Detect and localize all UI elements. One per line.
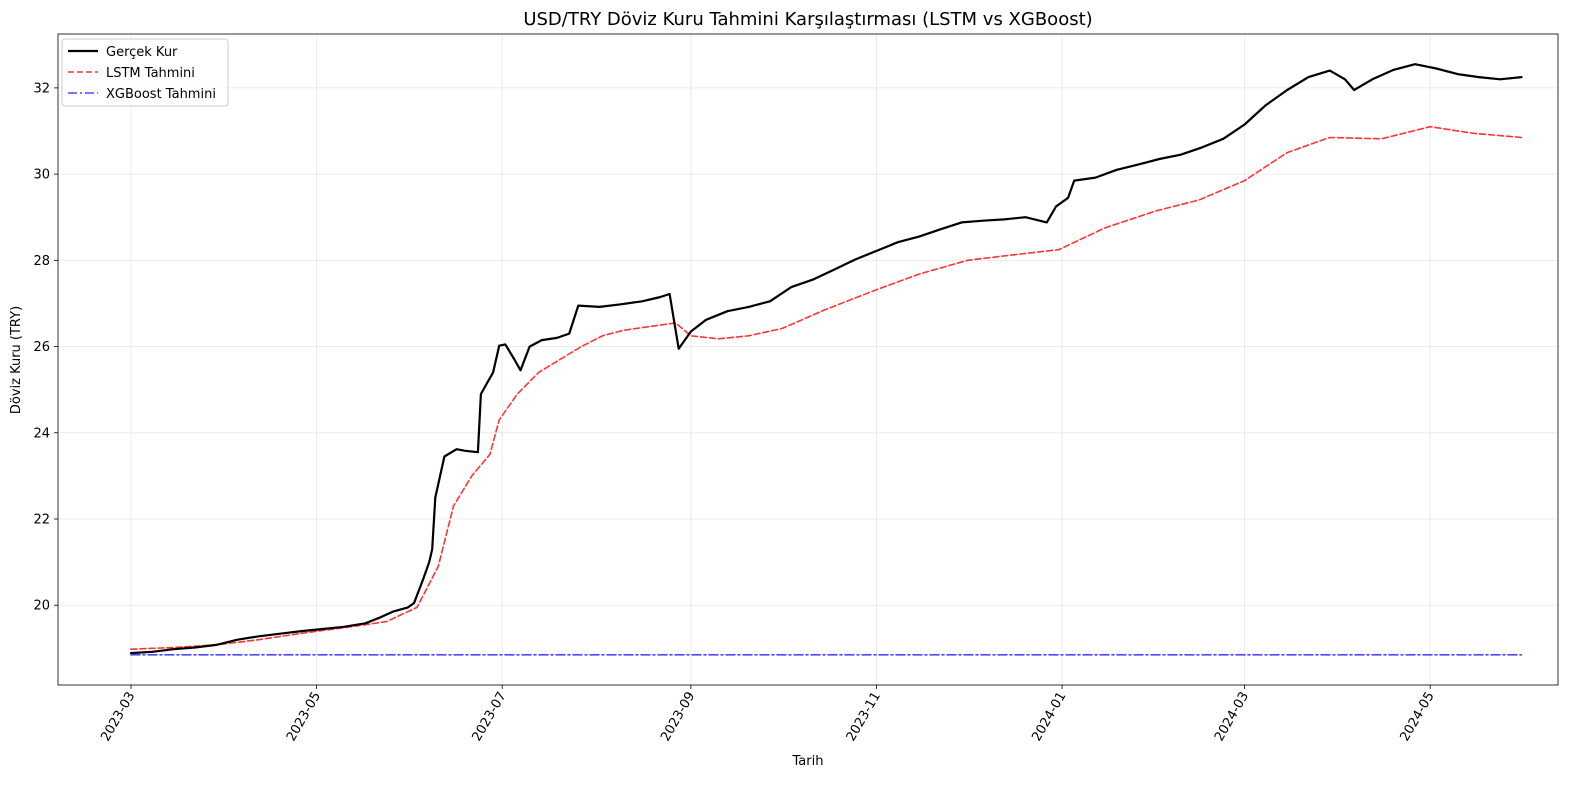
x-axis-label: Tarih [792,754,824,769]
legend: Gerçek Kur LSTM Tahmini XGBoost Tahmini [61,38,229,107]
y-axis-label: Döviz Kuru (TRY) [9,306,24,414]
x-tick-label: 2024-05 [1398,690,1438,745]
x-tick-label: 2023-11 [844,690,884,745]
x-tick-label: 2023-09 [658,690,698,745]
x-tick-label: 2023-07 [470,690,510,745]
x-tick-label: 2024-03 [1212,690,1252,745]
y-tick-label: 32 [33,81,50,96]
legend-label-lstm: LSTM Tahmini [106,66,195,81]
y-tick-label: 20 [33,599,50,614]
legend-label-gercek-kur: Gerçek Kur [106,45,178,60]
y-tick-label: 24 [33,426,50,441]
series-line-1 [130,125,1523,650]
y-axis-ticks: 20 22 24 26 28 30 32 [33,81,58,614]
y-tick-label: 28 [33,254,50,269]
x-tick-label: 2023-05 [284,690,324,745]
x-tick-label: 2023-03 [98,690,138,745]
x-axis-ticks: 2023-03 2023-05 2023-07 2023-09 2023-11 2024-… [98,685,1438,745]
legend-label-xgboost: XGBoost Tahmini [106,87,216,102]
y-tick-label: 30 [33,168,50,183]
series-lines [129,63,1523,656]
x-tick-label: 2024-01 [1029,690,1069,745]
chart-title: USD/TRY Döviz Kuru Tahmini Karşılaştırma… [523,9,1092,30]
grid [58,34,1558,685]
plot-frame [57,33,1559,686]
series-line-0 [129,63,1523,655]
legend-box [61,38,229,107]
y-tick-label: 26 [33,340,50,355]
y-tick-label: 22 [33,513,50,528]
